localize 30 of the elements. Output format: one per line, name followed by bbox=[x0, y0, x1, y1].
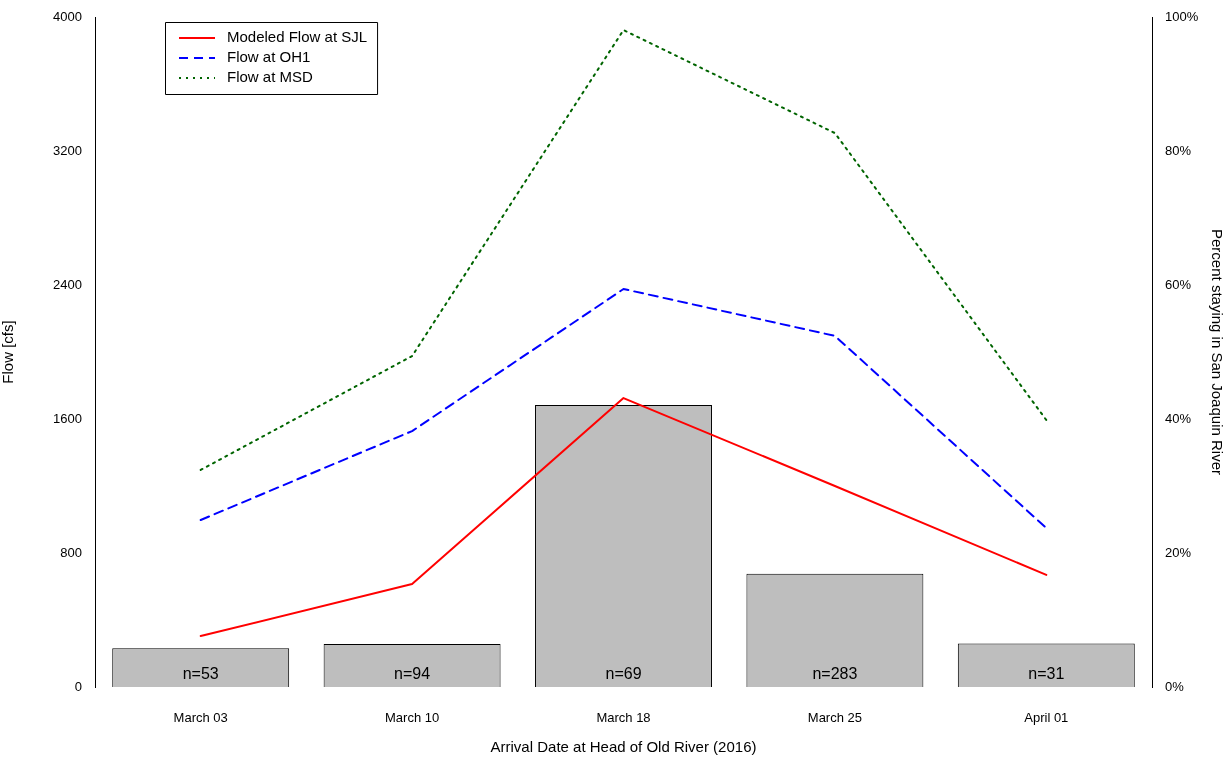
y2-tick-label: 80% bbox=[1165, 142, 1192, 158]
line-series bbox=[199, 29, 1048, 471]
y2-tick-label: 0% bbox=[1165, 678, 1185, 694]
y2-tick-label: 60% bbox=[1165, 276, 1192, 292]
x-tick-label: April 01 bbox=[1024, 710, 1069, 726]
annotation: n=283 bbox=[812, 665, 858, 682]
legend-label: Flow at OH1 bbox=[227, 48, 311, 66]
y2-tick-label: 40% bbox=[1165, 410, 1192, 426]
annotation: n=69 bbox=[605, 665, 642, 682]
x-tick-label: March 10 bbox=[385, 710, 440, 726]
y-tick-label: 1600 bbox=[53, 410, 82, 426]
x-tick-label: March 18 bbox=[596, 710, 651, 726]
y2-tick-label: 100% bbox=[1165, 8, 1199, 24]
y-tick-label: 4000 bbox=[53, 8, 82, 24]
annotation: n=94 bbox=[394, 665, 431, 682]
y2-tick-label: 20% bbox=[1165, 544, 1192, 560]
legend-label: Flow at MSD bbox=[227, 68, 314, 86]
y-tick-label: 0 bbox=[74, 678, 82, 694]
legend-label: Modeled Flow at SJL bbox=[227, 28, 368, 46]
line-series bbox=[199, 288, 1048, 530]
x-axis-title: Arrival Date at Head of Old River (2016) bbox=[490, 738, 757, 756]
y-tick-label: 3200 bbox=[53, 142, 82, 158]
y2-axis-title: Percent staying in San Joaquin River bbox=[1208, 229, 1225, 475]
y-tick-label: 2400 bbox=[53, 276, 82, 292]
annotation: n=31 bbox=[1028, 665, 1065, 682]
annotation: n=53 bbox=[182, 665, 219, 682]
y-tick-label: 800 bbox=[60, 544, 82, 560]
x-tick-label: March 03 bbox=[173, 710, 228, 726]
y-axis-title: Flow [cfs] bbox=[0, 320, 17, 384]
x-tick-label: March 25 bbox=[807, 710, 862, 726]
